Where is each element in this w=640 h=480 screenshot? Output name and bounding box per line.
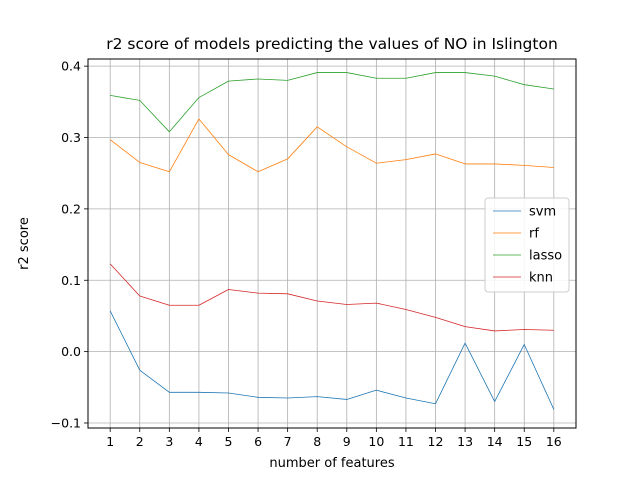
y-tick-label: 0.1 xyxy=(61,273,81,288)
x-tick-label: 12 xyxy=(428,434,444,449)
x-tick-label: 9 xyxy=(343,434,351,449)
legend-box xyxy=(484,197,570,293)
legend: svm rf lasso knn xyxy=(484,197,570,293)
legend-label-lasso: lasso xyxy=(529,249,562,264)
x-tick-label: 14 xyxy=(487,434,503,449)
x-tick-label: 13 xyxy=(457,434,473,449)
legend-label-knn: knn xyxy=(529,271,553,286)
x-axis-label: number of features xyxy=(269,456,394,471)
x-tick-label: 2 xyxy=(136,434,144,449)
x-tick-label: 8 xyxy=(313,434,321,449)
x-tick-label: 4 xyxy=(195,434,203,449)
x-tick-label: 6 xyxy=(254,434,262,449)
x-axis-ticks: 1 2 3 4 5 6 7 8 9 10 11 12 13 14 15 16 xyxy=(106,428,562,449)
x-tick-label: 5 xyxy=(225,434,233,449)
series-lines xyxy=(109,72,555,410)
chart-title: r2 score of models predicting the values… xyxy=(106,35,558,53)
x-tick-label: 15 xyxy=(516,434,532,449)
x-tick-label: 7 xyxy=(284,434,292,449)
series-line-lasso xyxy=(110,72,554,133)
y-tick-label: −0.1 xyxy=(51,416,81,431)
y-axis-ticks: −0.1 0.0 0.1 0.2 0.3 0.4 xyxy=(51,59,88,431)
y-axis-label: r2 score xyxy=(17,217,32,270)
x-tick-label: 16 xyxy=(546,434,562,449)
y-tick-label: 0.0 xyxy=(61,344,81,359)
plot-area-frame xyxy=(87,58,577,429)
legend-label-svm: svm xyxy=(529,205,556,220)
series-line-knn xyxy=(109,263,554,332)
legend-label-rf: rf xyxy=(529,227,539,242)
x-tick-label: 3 xyxy=(165,434,173,449)
y-tick-label: 0.3 xyxy=(61,130,81,145)
y-tick-label: 0.4 xyxy=(61,59,81,74)
y-tick-label: 0.2 xyxy=(61,201,81,216)
x-tick-label: 10 xyxy=(368,434,384,449)
series-line-rf xyxy=(109,118,554,173)
series-line-svm xyxy=(109,310,555,410)
x-tick-label: 11 xyxy=(398,434,414,449)
x-tick-label: 1 xyxy=(106,434,114,449)
